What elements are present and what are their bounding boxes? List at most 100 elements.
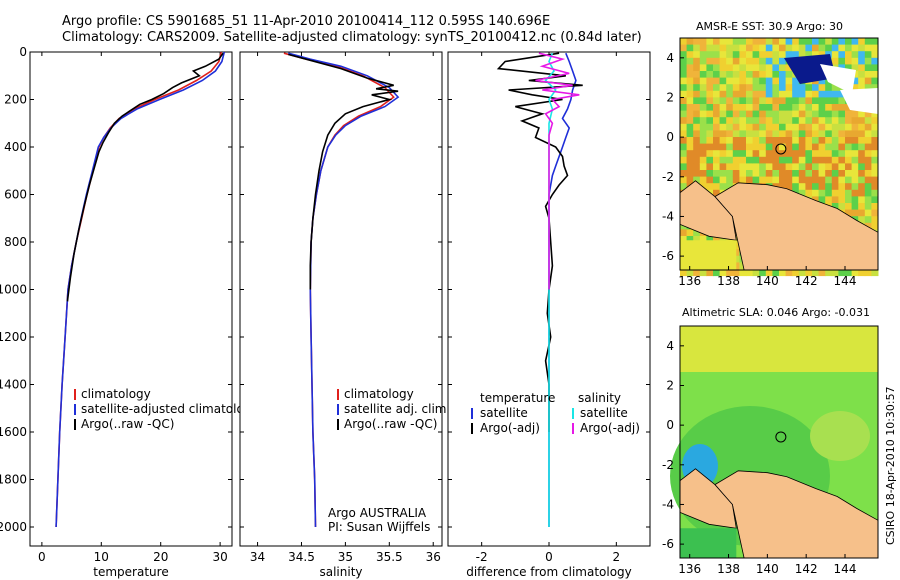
sst-pixel <box>759 130 767 138</box>
sst-pixel <box>805 137 813 145</box>
sst-pixel <box>792 38 800 46</box>
sst-pixel <box>838 143 846 151</box>
sst-pixel <box>686 143 694 151</box>
sst-pixel <box>726 104 734 112</box>
sst-pixel <box>713 84 721 92</box>
sst-pixel <box>818 170 826 178</box>
x-tick-label: 0 <box>545 550 553 564</box>
sst-pixel <box>680 269 688 277</box>
sst-pixel <box>726 163 734 171</box>
sst-pixel <box>838 90 846 98</box>
sst-pixel <box>699 143 707 151</box>
sst-pixel <box>726 143 734 151</box>
sst-pixel <box>772 51 780 59</box>
sst-pixel <box>699 156 707 164</box>
sst-pixel <box>779 156 787 164</box>
sst-pixel <box>798 110 806 118</box>
y-tick-label: 1400 <box>0 378 27 392</box>
sst-pixel <box>765 57 773 65</box>
sst-pixel <box>746 150 754 158</box>
sst-pixel <box>706 176 714 184</box>
sst-pixel <box>713 163 721 171</box>
sst-pixel <box>798 137 806 145</box>
sst-pixel <box>858 117 866 125</box>
sst-pixel <box>699 236 707 244</box>
sst-pixel <box>746 84 754 92</box>
sst-pixel <box>812 156 820 164</box>
sst-pixel <box>838 196 846 204</box>
sst-pixel <box>845 183 853 191</box>
sst-pixel <box>732 156 740 164</box>
sst-pixel <box>798 143 806 151</box>
sst-pixel <box>792 97 800 105</box>
sst-pixel <box>686 117 694 125</box>
sst-pixel <box>871 156 879 164</box>
sst-pixel <box>732 104 740 112</box>
sst-pixel <box>858 64 866 72</box>
series-line <box>288 53 399 290</box>
sst-pixel <box>805 123 813 131</box>
sst-pixel <box>765 71 773 79</box>
sst-pixel <box>845 189 853 197</box>
sst-pixel <box>785 71 793 79</box>
sst-pixel <box>699 130 707 138</box>
missing-data-patch <box>840 88 878 114</box>
sst-pixel <box>726 51 734 59</box>
legend-label: satellite <box>480 406 528 420</box>
sst-pixel <box>864 156 872 164</box>
sst-pixel <box>765 130 773 138</box>
sst-pixel <box>825 137 833 145</box>
sst-pixel <box>759 64 767 72</box>
sst-pixel <box>785 183 793 191</box>
sst-pixel <box>779 117 787 125</box>
sst-pixel <box>871 176 879 184</box>
sst-pixel <box>732 143 740 151</box>
sst-pixel <box>726 130 734 138</box>
sst-pixel <box>772 130 780 138</box>
sst-pixel <box>858 163 866 171</box>
sst-pixel <box>798 104 806 112</box>
sst-pixel <box>792 84 800 92</box>
sst-pixel <box>845 203 853 211</box>
sst-pixel <box>779 57 787 65</box>
sst-pixel <box>779 44 787 52</box>
map-y-tick-label: -4 <box>662 209 674 223</box>
sst-pixel <box>719 170 727 178</box>
sst-pixel <box>693 176 701 184</box>
sst-pixel <box>779 137 787 145</box>
sst-pixel <box>772 137 780 145</box>
sea-south <box>680 240 737 270</box>
map-x-tick-label: 136 <box>678 562 701 576</box>
sst-pixel <box>706 38 714 46</box>
sst-pixel <box>798 38 806 46</box>
plot-frame <box>239 51 443 547</box>
sst-pixel <box>858 38 866 46</box>
sst-pixel <box>812 163 820 171</box>
sst-pixel <box>699 170 707 178</box>
sst-pixel <box>693 64 701 72</box>
sst-pixel <box>779 38 787 46</box>
sst-pixel <box>713 38 721 46</box>
sst-pixel <box>686 130 694 138</box>
sst-pixel <box>864 84 872 92</box>
sst-pixel <box>845 209 853 217</box>
sst-pixel <box>845 137 853 145</box>
sst-pixel <box>798 150 806 158</box>
sst-pixel <box>706 236 714 244</box>
sst-pixel <box>726 110 734 118</box>
sst-pixel <box>699 163 707 171</box>
sst-pixel <box>858 203 866 211</box>
sst-pixel <box>693 236 701 244</box>
sst-pixel <box>871 150 879 158</box>
sst-pixel <box>765 117 773 125</box>
sst-pixel <box>792 183 800 191</box>
sst-pixel <box>812 170 820 178</box>
map-x-tick-label: 144 <box>834 562 857 576</box>
y-tick-label: 800 <box>4 235 27 249</box>
sst-pixel <box>686 137 694 145</box>
sst-pixel <box>739 123 747 131</box>
sst-pixel <box>779 123 787 131</box>
sst-pixel <box>831 170 839 178</box>
sst-pixel <box>693 229 701 237</box>
